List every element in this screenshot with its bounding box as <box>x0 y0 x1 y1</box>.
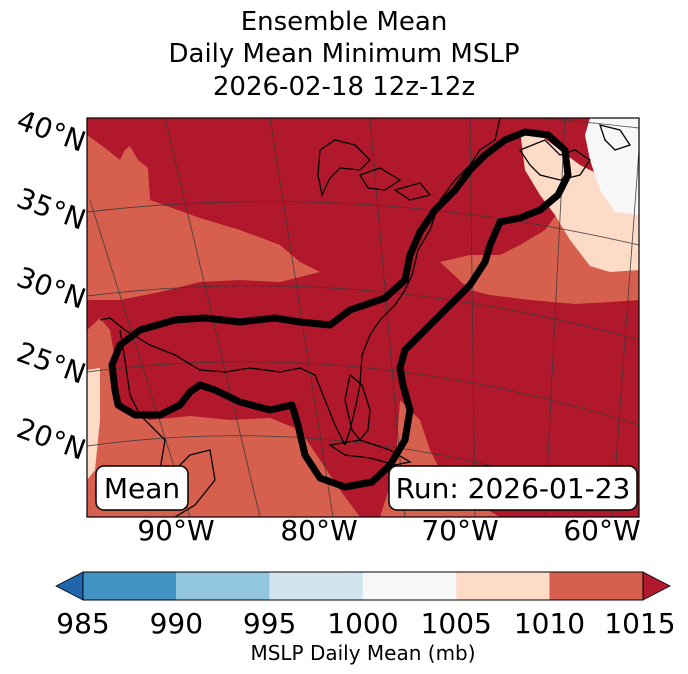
colorbar-tick-1000: 1000 <box>327 607 398 640</box>
colorbar-tick-985: 985 <box>56 607 109 640</box>
parallel-30n <box>87 285 639 341</box>
gulf-coast <box>99 317 346 446</box>
run-box-text: Run: 2026-01-23 <box>396 472 631 505</box>
parallel-40n <box>87 118 639 129</box>
colorbar-segment-995-1000 <box>269 572 363 600</box>
colorbar-segment-1005-1010 <box>456 572 550 600</box>
map-panel: Mean Run: 2026-01-23 <box>87 118 639 517</box>
florida <box>344 373 371 442</box>
lat-label-40n: 40°N <box>12 103 90 158</box>
newfoundland <box>599 124 632 151</box>
parallel-35n <box>87 200 639 246</box>
meridian-90w <box>89 199 191 517</box>
title-line-1: Ensemble Mean <box>240 7 448 37</box>
field-1000-1005-southwest <box>87 368 100 480</box>
colorbar-segment-1000-1005 <box>362 572 457 600</box>
us-east-coast <box>344 118 501 446</box>
nova-scotia <box>519 139 591 181</box>
colorbar-over-triangle <box>642 571 671 601</box>
lat-label-20n: 20°N <box>12 411 90 466</box>
colorbar-tick-1010: 1010 <box>514 607 585 640</box>
colorbar-tick-995: 995 <box>243 607 296 640</box>
colorbar-label: MSLP Daily Mean (mb) <box>250 641 475 665</box>
colorbar: 985 990 995 1000 1005 1010 1015 MSLP Dai… <box>55 571 676 665</box>
title-line-2: Daily Mean Minimum MSLP <box>168 39 520 69</box>
colorbar-segment-990-995 <box>176 572 270 600</box>
lon-label-60w: 60°W <box>563 514 640 547</box>
meridian-70w <box>469 118 476 517</box>
map-frame <box>86 117 640 518</box>
mean-box: Mean <box>95 465 189 511</box>
isobar-1010-contour <box>108 128 572 491</box>
field-995-1000-northeast <box>585 118 639 215</box>
field-1000-1005-east <box>520 130 639 272</box>
lat-label-25n: 25°N <box>12 335 90 390</box>
meridian-60w <box>611 149 639 517</box>
meridian-80w <box>269 118 334 517</box>
lon-label-70w: 70°W <box>421 514 498 547</box>
lon-label-90w: 90°W <box>137 514 214 547</box>
colorbar-under-triangle <box>55 571 84 601</box>
great-lakes <box>317 139 432 201</box>
colorbar-segment-985-990 <box>83 572 177 600</box>
field-1005-1010-west <box>87 135 320 300</box>
lat-label-30n: 30°N <box>12 260 90 315</box>
colorbar-segment-1010-1015 <box>549 572 643 600</box>
colorbar-tick-1005: 1005 <box>421 607 492 640</box>
run-box: Run: 2026-01-23 <box>388 465 638 511</box>
colorbar-frame <box>82 571 644 601</box>
mean-box-text: Mean <box>104 472 180 505</box>
colorbar-tick-1015: 1015 <box>604 607 675 640</box>
lat-label-35n: 35°N <box>12 181 90 236</box>
cuba <box>328 439 412 466</box>
colorbar-tick-990: 990 <box>150 607 203 640</box>
title-line-3: 2026-02-18 12z-12z <box>212 72 476 102</box>
lon-label-80w: 80°W <box>280 514 357 547</box>
